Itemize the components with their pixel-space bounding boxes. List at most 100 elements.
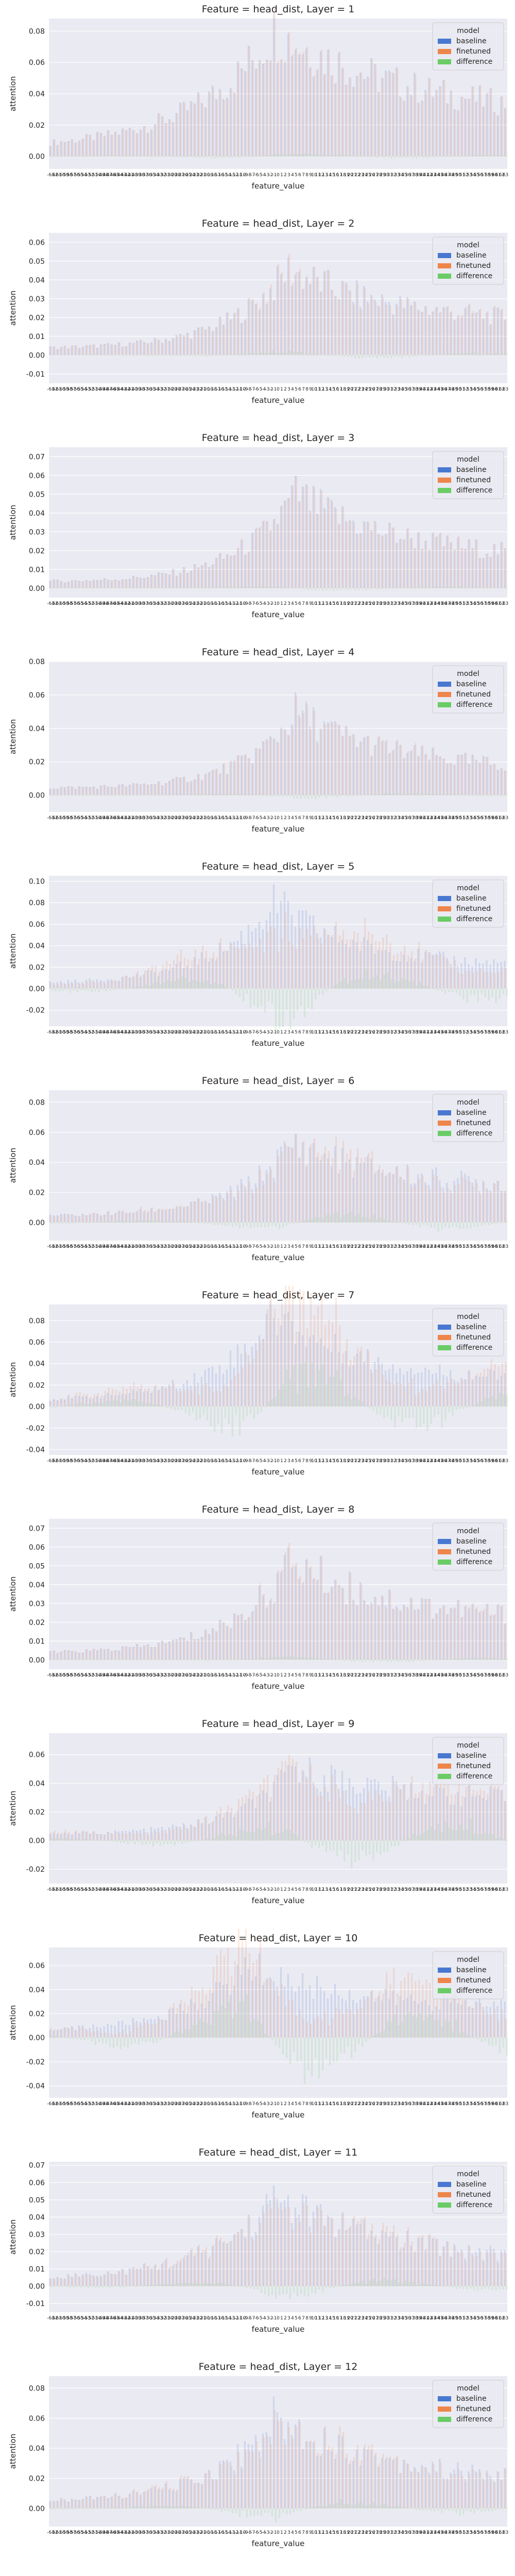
bar-baseline xyxy=(56,1215,58,1223)
chart-panel-layer-7: Feature = head_dist, Layer = 7 -0.04 -0.02… xyxy=(0,1286,515,1500)
bar-baseline xyxy=(482,558,484,589)
bar-finetuned xyxy=(111,344,113,355)
bar-baseline xyxy=(500,768,502,795)
bar-finetuned xyxy=(494,1364,496,1407)
x-tick-label: -17 xyxy=(213,387,221,392)
bar-baseline xyxy=(305,1560,307,1660)
bar-baseline xyxy=(161,2020,163,2038)
bar-finetuned xyxy=(433,1174,435,1223)
bar-baseline xyxy=(496,554,499,589)
bar-baseline xyxy=(439,534,441,589)
bar-difference xyxy=(380,980,382,989)
x-tick-label: -60 xyxy=(58,1030,65,1035)
bar-finetuned xyxy=(292,945,294,989)
bar-baseline xyxy=(183,567,184,589)
bar-baseline xyxy=(190,1201,192,1223)
bar-baseline xyxy=(424,306,426,355)
bar-baseline xyxy=(403,1604,405,1660)
bar-baseline xyxy=(226,313,228,355)
bar-baseline xyxy=(323,1593,325,1660)
bar-baseline xyxy=(320,1338,321,1407)
bar-difference xyxy=(304,988,305,1017)
x-tick-label: 61 xyxy=(495,1030,501,1035)
y-tick-label: -0.02 xyxy=(26,1007,45,1015)
bar-difference xyxy=(466,1829,468,1841)
bar-difference xyxy=(138,986,140,989)
bar-baseline xyxy=(313,916,314,989)
bar-difference xyxy=(405,1659,407,1662)
x-tick-label: 36 xyxy=(405,816,411,821)
x-tick-label: -17 xyxy=(213,1244,221,1249)
bar-difference xyxy=(470,988,472,995)
bar-finetuned xyxy=(389,752,391,795)
bar-baseline xyxy=(139,340,141,355)
bar-baseline xyxy=(81,1397,83,1407)
bar-baseline xyxy=(489,1787,491,1841)
x-tick-label: -28 xyxy=(173,1030,181,1035)
x-tick-label: -31 xyxy=(162,601,170,606)
bar-finetuned xyxy=(303,487,304,589)
bar-finetuned xyxy=(118,1210,121,1223)
bar-difference xyxy=(480,1222,483,1226)
x-tick-label: -49 xyxy=(97,387,105,392)
bar-difference xyxy=(221,1406,222,1433)
bar-difference xyxy=(470,353,472,355)
bar-difference xyxy=(434,794,436,795)
bar-difference xyxy=(354,979,356,989)
bar-baseline xyxy=(410,1597,412,1660)
bar-baseline xyxy=(432,1796,434,1841)
bar-baseline xyxy=(230,942,231,989)
bar-difference xyxy=(275,1657,277,1660)
bar-difference xyxy=(448,1659,450,1660)
bar-finetuned xyxy=(224,99,225,157)
bar-finetuned xyxy=(425,950,427,989)
bar-baseline xyxy=(107,1832,109,1841)
x-tick-label: -8 xyxy=(247,1030,251,1035)
bar-baseline xyxy=(226,1811,228,1841)
bar-difference xyxy=(351,795,353,796)
bar-finetuned xyxy=(389,72,391,157)
bar-finetuned xyxy=(54,1400,56,1407)
bar-finetuned xyxy=(332,1322,333,1407)
bar-finetuned xyxy=(82,138,84,157)
x-tick-label: 7 xyxy=(302,1673,305,1678)
bar-baseline xyxy=(377,1357,380,1407)
bar-finetuned xyxy=(141,340,142,355)
x-tick-label: -37 xyxy=(141,1673,148,1678)
bar-baseline xyxy=(468,1608,470,1660)
bar-finetuned xyxy=(494,973,496,989)
x-tick-label: -27 xyxy=(177,1459,184,1464)
x-tick-label: 14 xyxy=(325,1244,332,1249)
x-tick-label: -47 xyxy=(105,1673,112,1678)
x-tick-label: -9 xyxy=(243,1244,248,1249)
bar-difference xyxy=(462,353,465,355)
bar-difference xyxy=(76,1839,78,1841)
x-tick-label: 30 xyxy=(384,816,390,821)
bar-finetuned xyxy=(133,2023,135,2038)
bar-baseline xyxy=(381,1173,383,1223)
bar-finetuned xyxy=(159,1208,160,1223)
x-tick-label: -17 xyxy=(213,1673,221,1678)
bar-difference xyxy=(480,155,483,157)
bar-baseline xyxy=(453,1380,455,1407)
x-tick-label: -57 xyxy=(68,1887,76,1892)
bar-baseline xyxy=(403,539,405,589)
bar-difference xyxy=(354,588,356,590)
bar-baseline xyxy=(475,102,477,157)
bar-finetuned xyxy=(245,319,247,355)
x-tick-label: 15 xyxy=(329,1244,335,1249)
x-tick-label: 29 xyxy=(380,387,386,392)
bar-finetuned xyxy=(155,1647,157,1660)
bar-baseline xyxy=(269,1300,271,1407)
x-tick-label: 20 xyxy=(347,1244,353,1249)
x-tick-label: 14 xyxy=(325,1030,332,1035)
bar-difference xyxy=(473,352,475,355)
x-tick-label: -2 xyxy=(268,1459,273,1464)
bar-baseline xyxy=(56,145,58,157)
bar-difference xyxy=(109,156,111,157)
bar-finetuned xyxy=(451,311,453,355)
bar-finetuned xyxy=(245,948,247,989)
bar-finetuned xyxy=(433,1384,435,1407)
bar-baseline xyxy=(81,139,83,157)
x-tick-label: -46 xyxy=(108,816,116,821)
